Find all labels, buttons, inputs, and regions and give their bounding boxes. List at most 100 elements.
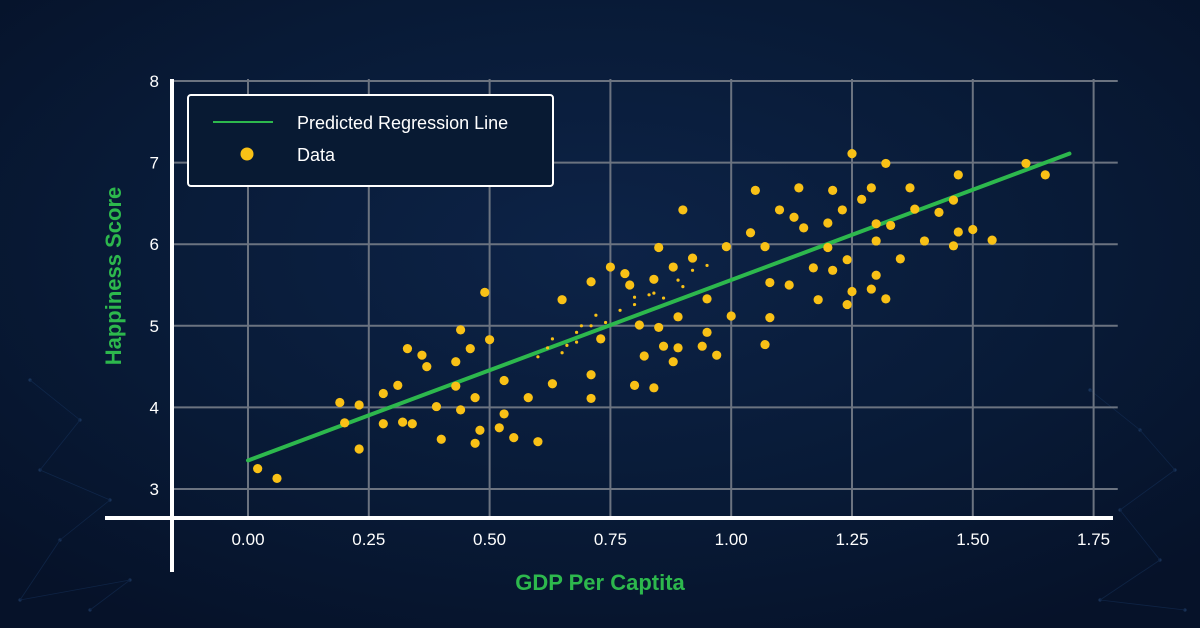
- network-node-dot: [18, 598, 22, 602]
- data-point: [586, 370, 596, 380]
- data-point-small: [574, 340, 579, 344]
- data-point: [866, 284, 876, 294]
- data-point: [953, 170, 963, 180]
- data-point-small: [632, 302, 637, 307]
- x-tick-label: 1.00: [715, 530, 748, 549]
- data-point: [451, 381, 461, 391]
- data-points-layer: [253, 149, 1050, 483]
- network-node-dot: [1088, 388, 1092, 392]
- data-point: [948, 241, 959, 251]
- data-point: [847, 149, 857, 159]
- network-link-line: [1099, 559, 1161, 601]
- legend-label-regression: Predicted Regression Line: [297, 113, 508, 133]
- data-point: [794, 183, 804, 193]
- data-point: [784, 280, 794, 290]
- data-point: [910, 204, 920, 214]
- data-point: [378, 419, 388, 429]
- data-point: [789, 212, 799, 222]
- network-node-dot: [1158, 558, 1162, 562]
- data-point: [470, 393, 480, 403]
- data-point: [871, 236, 881, 246]
- data-point: [866, 183, 876, 193]
- data-point: [750, 185, 760, 195]
- network-link-line: [19, 539, 61, 601]
- data-point: [765, 277, 775, 288]
- network-node-dot: [88, 608, 92, 612]
- data-point: [629, 380, 640, 390]
- data-point: [668, 262, 678, 272]
- data-point: [871, 270, 881, 280]
- legend-box: [187, 94, 554, 187]
- data-point-small: [632, 295, 637, 299]
- data-point: [451, 357, 461, 367]
- data-point: [485, 335, 495, 345]
- data-point: [813, 295, 823, 305]
- x-axis-label: GDP Per Captita: [515, 570, 685, 595]
- data-point: [968, 224, 978, 235]
- data-point: [799, 223, 809, 233]
- y-tick-label: 6: [150, 235, 159, 254]
- data-point: [673, 343, 683, 353]
- data-point: [354, 400, 364, 410]
- data-point: [402, 344, 413, 354]
- data-point: [828, 265, 838, 275]
- network-link-line: [1099, 599, 1186, 611]
- data-point-small: [579, 324, 584, 328]
- data-point-small: [681, 285, 685, 289]
- data-point: [712, 350, 722, 360]
- data-point-small: [574, 330, 579, 334]
- network-node-dot: [1138, 428, 1142, 432]
- network-node-dot: [1098, 598, 1102, 602]
- data-point: [475, 425, 485, 435]
- data-point: [639, 351, 649, 361]
- data-point: [625, 280, 635, 290]
- data-point: [726, 311, 736, 321]
- data-point: [340, 418, 350, 428]
- network-link-line: [39, 469, 111, 501]
- data-point: [1021, 158, 1031, 169]
- data-point: [953, 227, 963, 237]
- x-tick-label: 1.50: [956, 530, 989, 549]
- data-point: [745, 228, 756, 238]
- x-tick-label: 1.75: [1077, 530, 1110, 549]
- data-point: [774, 205, 785, 215]
- data-point: [697, 341, 707, 351]
- data-point-small: [647, 293, 651, 297]
- data-point-small: [690, 268, 695, 272]
- data-point-small: [705, 263, 709, 268]
- legend-data-marker-icon: [240, 147, 254, 161]
- data-point: [881, 158, 891, 169]
- network-node-dot: [58, 538, 62, 542]
- data-point: [456, 405, 466, 415]
- data-point: [605, 262, 616, 272]
- network-link-line: [29, 379, 81, 421]
- data-point: [919, 236, 930, 246]
- data-point: [378, 388, 388, 399]
- data-point: [253, 464, 263, 474]
- chart-axes: [105, 79, 1113, 572]
- data-point: [842, 299, 852, 310]
- data-point: [456, 325, 466, 335]
- data-point: [721, 242, 731, 252]
- data-point: [673, 312, 683, 322]
- data-point: [823, 218, 833, 228]
- data-point: [678, 205, 688, 215]
- data-point: [1040, 170, 1050, 180]
- data-point: [393, 380, 403, 390]
- network-link-line: [59, 499, 111, 541]
- data-point: [509, 432, 519, 443]
- data-point: [881, 294, 891, 304]
- x-tick-label: 0.25: [352, 530, 385, 549]
- data-point: [354, 444, 364, 454]
- network-link-line: [1119, 469, 1176, 511]
- network-node-dot: [1173, 468, 1177, 472]
- x-tick-label: 0.00: [231, 530, 264, 549]
- network-link-line: [1119, 509, 1161, 561]
- data-point: [842, 255, 852, 265]
- data-point: [523, 393, 533, 403]
- data-point-small: [589, 324, 593, 328]
- data-point-small: [560, 351, 564, 355]
- data-point: [895, 254, 905, 264]
